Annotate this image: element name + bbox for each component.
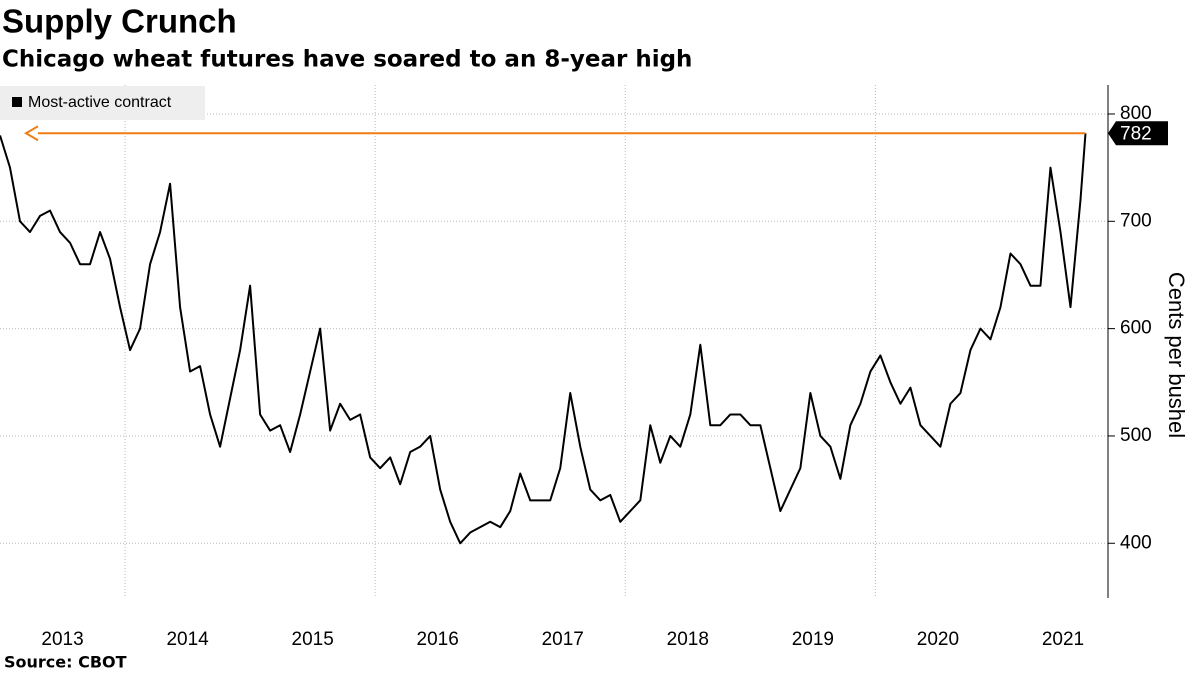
legend-label: Most-active contract [28,94,172,111]
arrow-head [24,125,39,142]
y-tick-label: 800 [1120,103,1152,124]
y-axis-label: Cents per bushel [1164,272,1189,438]
source-note: Source: CBOT [4,653,127,672]
chart-title: Supply Crunch [2,3,237,40]
x-tick-label: 2015 [292,629,334,650]
legend-swatch [12,97,22,107]
y-tick-label: 600 [1120,318,1152,339]
x-tick-label: 2018 [667,629,709,650]
x-tick-label: 2016 [417,629,459,650]
series-line [0,133,1087,545]
x-tick-label: 2019 [792,629,834,650]
y-tick-label: 400 [1120,532,1152,553]
x-tick-label: 2017 [542,629,584,650]
x-tick-label: 2020 [917,629,959,650]
chart-subtitle: Chicago wheat futures have soared to an … [2,47,692,73]
x-tick-label: 2021 [1042,629,1084,650]
y-tick-label: 500 [1120,425,1152,446]
value-callout [1108,121,1168,146]
x-tick-label: 2014 [166,629,209,650]
value-callout-label: 782 [1120,123,1152,144]
legend-box [0,86,205,120]
x-tick-label: 2013 [41,629,83,650]
y-tick-label: 700 [1120,210,1152,231]
